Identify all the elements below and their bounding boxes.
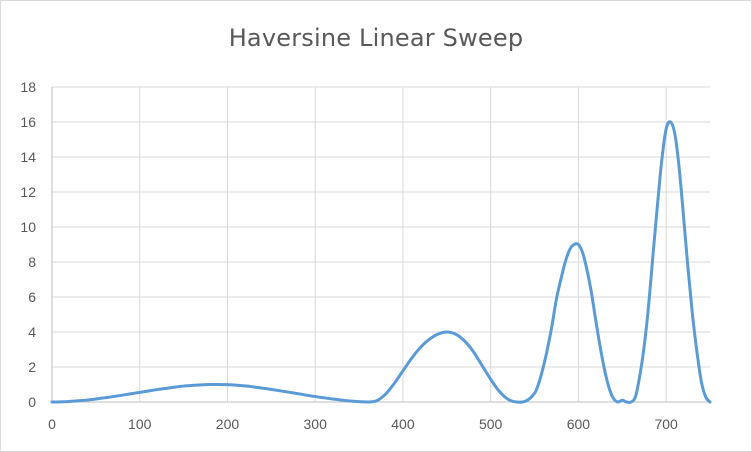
chart-title: Haversine Linear Sweep xyxy=(228,24,524,52)
y-tick-label: 2 xyxy=(28,359,36,375)
label-layer: 0 2 4 6 8 10 12 14 16 18 0 100 200 300 400 500 600 700 xyxy=(20,79,678,432)
x-tick-label: 500 xyxy=(479,416,503,432)
x-tick-label: 300 xyxy=(304,416,328,432)
series-layer xyxy=(50,120,712,404)
x-tick-label: 700 xyxy=(654,416,678,432)
y-tick-label: 6 xyxy=(28,289,36,305)
x-tick-label: 100 xyxy=(128,416,152,432)
y-tick-label: 8 xyxy=(28,254,36,270)
y-tick-label: 0 xyxy=(28,394,36,410)
x-tick-label: 400 xyxy=(391,416,415,432)
y-tick-label: 18 xyxy=(20,79,36,95)
x-tick-label: 200 xyxy=(216,416,240,432)
y-tick-label: 16 xyxy=(20,114,36,130)
y-tick-label: 10 xyxy=(20,219,36,235)
axis-layer xyxy=(51,87,710,403)
y-tick-label: 14 xyxy=(20,149,36,165)
series-line-0 xyxy=(50,120,712,404)
y-tick-label: 4 xyxy=(28,324,36,340)
x-tick-label: 0 xyxy=(48,416,56,432)
y-tick-label: 12 xyxy=(20,184,36,200)
grid-layer xyxy=(52,86,710,402)
x-tick-label: 600 xyxy=(567,416,591,432)
